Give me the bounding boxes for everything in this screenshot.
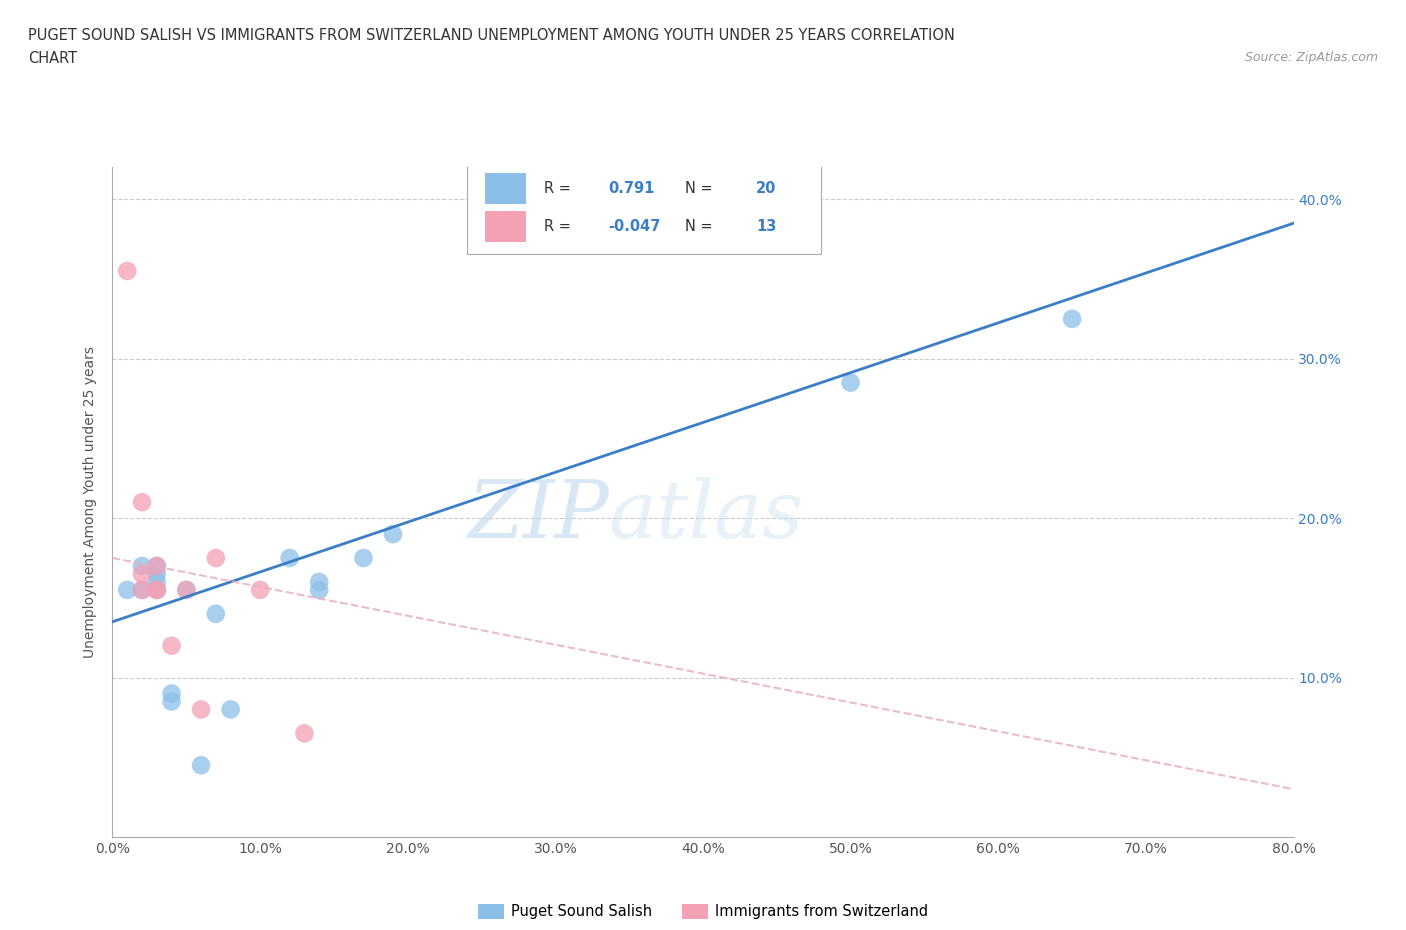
Text: N =: N =: [685, 181, 717, 196]
Point: [160, 686, 183, 701]
Text: 13: 13: [756, 219, 776, 234]
Point: [205, 606, 228, 621]
Point: [205, 551, 228, 565]
Point: [382, 526, 405, 541]
Point: [131, 566, 153, 581]
Point: [352, 551, 374, 565]
Point: [160, 694, 183, 709]
Legend: Puget Sound Salish, Immigrants from Switzerland: Puget Sound Salish, Immigrants from Swit…: [472, 897, 934, 925]
Point: [146, 582, 169, 597]
Point: [292, 726, 315, 741]
FancyBboxPatch shape: [467, 161, 821, 255]
Text: ZIP: ZIP: [467, 477, 609, 554]
Text: PUGET SOUND SALISH VS IMMIGRANTS FROM SWITZERLAND UNEMPLOYMENT AMONG YOUTH UNDER: PUGET SOUND SALISH VS IMMIGRANTS FROM SW…: [28, 28, 955, 43]
Text: atlas: atlas: [609, 477, 804, 554]
Point: [219, 702, 242, 717]
Text: R =: R =: [544, 219, 575, 234]
Point: [146, 582, 169, 597]
Bar: [485, 173, 526, 205]
Text: 20: 20: [756, 181, 776, 196]
Text: -0.047: -0.047: [609, 219, 661, 234]
Text: CHART: CHART: [28, 51, 77, 66]
Text: 0.791: 0.791: [609, 181, 655, 196]
Point: [131, 582, 153, 597]
Point: [131, 582, 153, 597]
Point: [190, 702, 212, 717]
Point: [249, 582, 271, 597]
Point: [131, 559, 153, 574]
Point: [117, 263, 138, 278]
Point: [308, 582, 330, 597]
Point: [160, 638, 183, 653]
Bar: [485, 211, 526, 243]
Point: [839, 375, 862, 390]
Text: R =: R =: [544, 181, 575, 196]
Point: [146, 566, 169, 581]
Point: [146, 559, 169, 574]
Point: [1062, 312, 1084, 326]
Point: [308, 575, 330, 590]
Point: [146, 575, 169, 590]
Text: N =: N =: [685, 219, 717, 234]
Y-axis label: Unemployment Among Youth under 25 years: Unemployment Among Youth under 25 years: [83, 346, 97, 658]
Text: Source: ZipAtlas.com: Source: ZipAtlas.com: [1244, 51, 1378, 64]
Point: [278, 551, 301, 565]
Point: [146, 559, 169, 574]
Point: [190, 758, 212, 773]
Point: [146, 582, 169, 597]
Point: [117, 582, 138, 597]
Point: [131, 495, 153, 510]
Point: [174, 582, 197, 597]
Point: [174, 582, 197, 597]
